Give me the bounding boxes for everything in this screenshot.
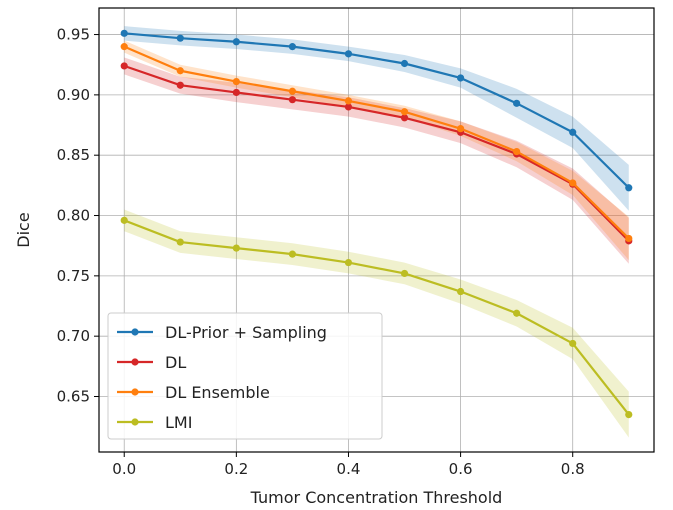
series-line-2 [123,45,630,240]
confidence-band-3 [124,209,629,438]
legend: DL-Prior + Sampling DL DL Ensemble LMI [107,312,383,440]
data-point [456,287,465,296]
tick-layer: 0.0 0.2 0.4 0.6 0.8 0.65 0.70 0.75 0.80 0.85 0.90 0… [57,26,585,478]
line-layer [120,29,633,419]
y-tick-label: 0.75 [57,267,90,285]
data-point [176,81,184,89]
data-point [344,103,353,111]
series-line-0 [124,32,630,189]
data-point [232,38,240,46]
data-point [400,59,409,68]
data-point [625,410,633,419]
data-point [288,43,297,51]
x-tick-label: 0.4 [337,460,361,478]
data-point [400,108,409,116]
y-tick-label: 0.70 [57,327,90,345]
legend-marker [131,388,139,396]
y-tick-label: 0.65 [57,388,90,406]
confidence-band-2 [124,40,629,261]
data-point [569,128,577,136]
data-point [344,50,353,58]
y-tick-label: 0.85 [57,146,90,164]
data-point [400,269,409,278]
data-point [513,99,521,107]
data-point [232,88,240,97]
data-point [120,216,128,224]
data-point [176,34,184,42]
data-point [569,339,577,348]
data-point [456,74,465,82]
legend-marker [131,328,139,336]
data-point [288,96,297,104]
data-point [288,87,297,95]
data-point [456,125,465,133]
x-tick-label: 0.6 [449,460,473,478]
data-point [176,238,184,246]
y-axis-label: Dice [14,212,33,247]
x-tick-label: 0.0 [112,460,136,478]
data-point [232,77,240,86]
x-tick-label: 0.8 [561,460,585,478]
data-point [232,244,240,252]
data-point [176,67,184,75]
series-line-3 [123,219,630,416]
legend-label: DL Ensemble [165,383,270,402]
data-point [625,184,633,192]
legend-label: DL [165,353,186,372]
data-point [120,43,128,51]
data-point [569,179,577,187]
confidence-band-0 [124,26,629,211]
y-tick-label: 0.95 [57,26,90,44]
data-point [344,97,353,105]
data-point [120,62,128,70]
series-line-1 [123,64,630,242]
data-point [344,258,353,267]
data-point [288,250,297,258]
x-axis-label: Tumor Concentration Threshold [250,488,503,507]
data-point [625,234,633,243]
legend-label: LMI [165,413,192,432]
y-tick-label: 0.90 [57,86,90,104]
legend-marker [131,418,139,426]
legend-marker [131,358,139,366]
legend-label: DL-Prior + Sampling [165,323,327,342]
x-tick-label: 0.2 [224,460,248,478]
data-point [513,147,521,156]
data-point [120,29,128,37]
data-point [400,114,409,122]
legend-box [107,312,383,440]
data-point [513,309,521,317]
y-tick-label: 0.80 [57,207,90,225]
plot-frame [98,7,655,453]
